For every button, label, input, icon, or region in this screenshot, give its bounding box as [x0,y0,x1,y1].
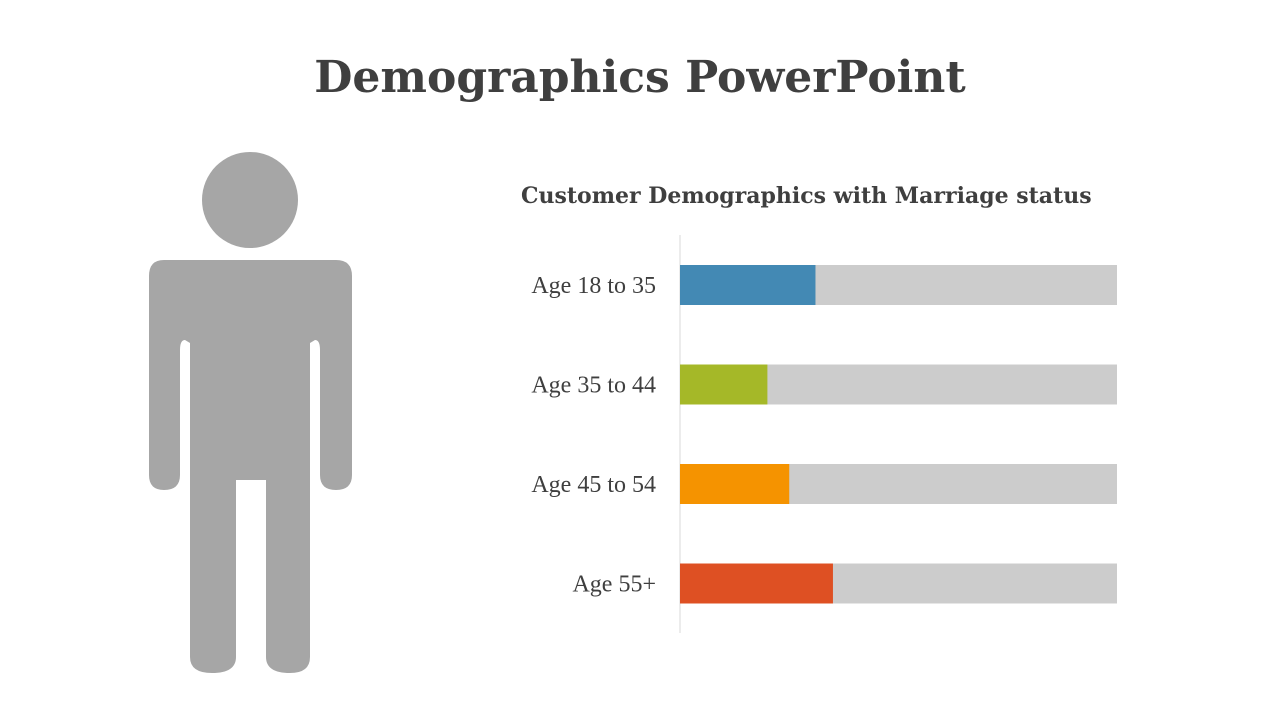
person-head [202,152,298,248]
bar [680,563,833,604]
slide-title: Demographics PowerPoint [314,52,966,103]
category-label: Age 45 to 54 [531,472,656,498]
bar [680,464,790,504]
category-label: Age 55+ [572,572,656,598]
person-body [149,260,352,673]
bar [680,265,816,305]
person-icon [149,152,352,673]
bar [680,364,768,405]
bars-layer: Age 18 to 35 Age 35 to 44 Age 45 to 54 Age … [531,265,1117,604]
category-label: Age 35 to 44 [531,373,656,399]
category-label: Age 18 to 35 [531,273,656,299]
chart-title: Customer Demographics with Marriage stat… [521,183,1092,209]
